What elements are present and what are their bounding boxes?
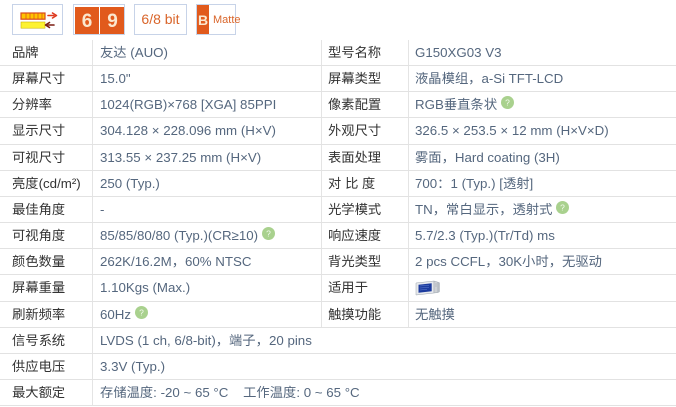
svg-text:9: 9 (107, 11, 118, 32)
svg-text:?: ? (139, 307, 144, 317)
svg-text:B: B (198, 12, 208, 28)
svg-text:6: 6 (82, 11, 93, 32)
svg-text:?: ? (266, 229, 271, 239)
svg-text:?: ? (505, 98, 510, 108)
svg-text:?: ? (560, 203, 565, 213)
